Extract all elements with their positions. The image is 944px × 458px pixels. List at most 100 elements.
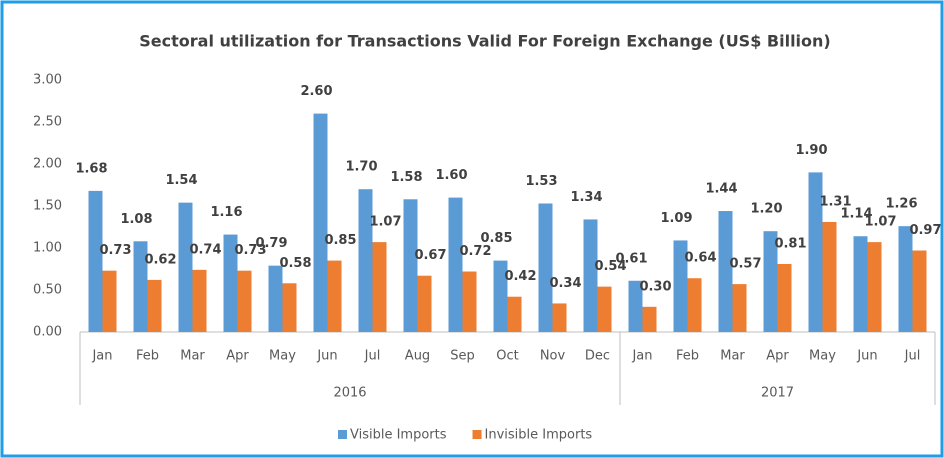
bar [642, 306, 657, 332]
data-label: 1.60 [435, 168, 467, 183]
bar [732, 284, 747, 332]
data-label: 0.72 [459, 244, 491, 259]
bar [372, 242, 387, 332]
x-tick-label: Jan [631, 349, 652, 364]
data-label: 1.16 [210, 205, 242, 220]
data-label: 1.20 [750, 202, 782, 217]
bar [192, 269, 207, 332]
bar [583, 219, 598, 332]
x-tick-label: Jul [364, 349, 381, 364]
legend-label: Visible Imports [350, 428, 447, 443]
data-label: 1.08 [120, 212, 152, 227]
data-label: 1.07 [864, 215, 896, 230]
data-label: 1.34 [570, 190, 602, 205]
x-tick-label: Mar [180, 349, 205, 364]
data-label: 2.60 [300, 84, 332, 99]
y-tick-label: 2.00 [33, 157, 62, 172]
data-label: 0.30 [639, 279, 671, 294]
y-tick-label: 3.00 [33, 73, 62, 88]
data-label: 0.73 [99, 243, 131, 258]
data-label: 1.07 [369, 215, 401, 230]
data-label: 0.61 [615, 251, 647, 266]
bar [718, 211, 733, 332]
data-label: 0.54 [594, 259, 626, 274]
data-label: 0.58 [279, 256, 311, 271]
x-tick-label: Jun [316, 349, 337, 364]
x-tick-label: Mar [720, 349, 745, 364]
bar [493, 260, 508, 332]
data-label: 1.44 [705, 182, 737, 197]
y-tick-label: 1.00 [33, 241, 62, 256]
y-tick-label: 1.50 [33, 199, 62, 214]
bar [867, 242, 882, 332]
bar [552, 303, 567, 332]
x-tick-label: Jan [91, 349, 112, 364]
x-tick-label: Feb [136, 349, 159, 364]
bar [178, 202, 193, 332]
bar [147, 279, 162, 332]
group-label: 2017 [761, 386, 794, 401]
bar [417, 275, 432, 332]
bar [822, 221, 837, 332]
data-label: 0.67 [414, 248, 446, 263]
bar [462, 271, 477, 332]
bar [313, 113, 328, 332]
bar [853, 236, 868, 332]
bar [327, 260, 342, 332]
bar [102, 270, 117, 332]
data-label: 0.42 [504, 269, 536, 284]
data-label: 1.90 [795, 143, 827, 158]
x-tick-label: Aug [405, 349, 430, 364]
x-tick-label: May [809, 349, 836, 364]
x-tick-label: Apr [226, 349, 249, 364]
chart-title: Sectoral utilization for Transactions Va… [139, 32, 830, 51]
data-label: 0.85 [324, 233, 356, 248]
bar [673, 240, 688, 332]
x-tick-label: May [269, 349, 296, 364]
data-label: 0.79 [255, 236, 287, 251]
data-label: 0.34 [549, 276, 581, 291]
data-label: 0.85 [480, 231, 512, 246]
x-tick-label: Jul [904, 349, 921, 364]
bar [282, 283, 297, 332]
bar [898, 226, 913, 332]
bar [237, 270, 252, 332]
data-label: 0.62 [144, 252, 176, 267]
x-tick-label: Jun [856, 349, 877, 364]
x-tick-label: Dec [585, 349, 610, 364]
bar [597, 286, 612, 332]
data-label: 0.73 [234, 243, 266, 258]
bar [628, 280, 643, 332]
bar [507, 296, 522, 332]
data-label: 1.26 [885, 197, 917, 212]
bar [763, 231, 778, 332]
x-tick-label: Oct [496, 349, 518, 364]
bar [777, 263, 792, 332]
data-label: 1.58 [390, 170, 422, 185]
bar [448, 197, 463, 332]
bar [687, 278, 702, 332]
bar [268, 265, 283, 332]
bar [223, 234, 238, 332]
group-label: 2016 [333, 386, 366, 401]
data-label: 0.97 [909, 223, 941, 238]
data-label: 0.64 [684, 251, 716, 266]
data-label: 1.53 [525, 174, 557, 189]
y-tick-label: 2.50 [33, 115, 62, 130]
legend-swatch [338, 430, 347, 439]
bar [538, 203, 553, 332]
data-label: 1.09 [660, 211, 692, 226]
bar [912, 250, 927, 332]
data-label: 1.31 [819, 194, 851, 209]
x-tick-label: Nov [540, 349, 566, 364]
data-label: 1.54 [165, 173, 197, 188]
data-label: 0.57 [729, 257, 761, 272]
bar [808, 172, 823, 332]
data-label: 0.81 [774, 236, 806, 251]
x-tick-label: Apr [766, 349, 789, 364]
y-tick-label: 0.50 [33, 283, 62, 298]
bar [403, 199, 418, 332]
data-label: 1.70 [345, 160, 377, 175]
